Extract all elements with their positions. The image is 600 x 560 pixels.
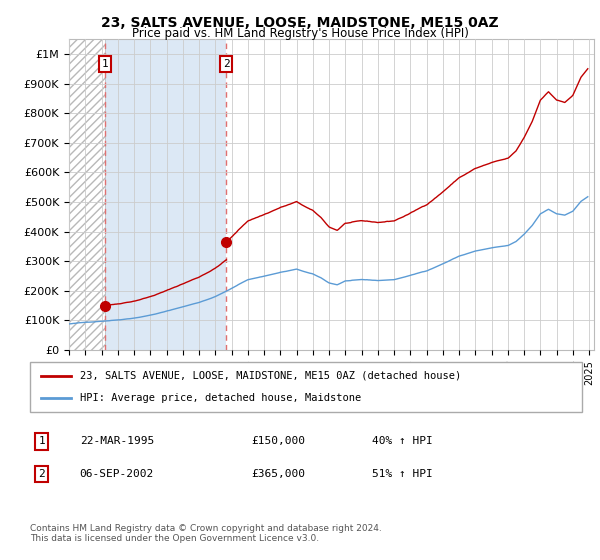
Text: 2: 2: [38, 469, 45, 479]
Text: 51% ↑ HPI: 51% ↑ HPI: [372, 469, 433, 479]
Text: £150,000: £150,000: [251, 436, 305, 446]
Text: 06-SEP-2002: 06-SEP-2002: [80, 469, 154, 479]
Bar: [226, 39, 594, 350]
Bar: [105, 39, 226, 350]
Text: £365,000: £365,000: [251, 469, 305, 479]
Text: 40% ↑ HPI: 40% ↑ HPI: [372, 436, 433, 446]
Text: 23, SALTS AVENUE, LOOSE, MAIDSTONE, ME15 0AZ (detached house): 23, SALTS AVENUE, LOOSE, MAIDSTONE, ME15…: [80, 371, 461, 381]
Bar: [69, 39, 105, 350]
Text: HPI: Average price, detached house, Maidstone: HPI: Average price, detached house, Maid…: [80, 393, 361, 403]
Text: 1: 1: [102, 59, 109, 69]
Text: 2: 2: [223, 59, 230, 69]
Text: Price paid vs. HM Land Registry's House Price Index (HPI): Price paid vs. HM Land Registry's House …: [131, 27, 469, 40]
Text: 22-MAR-1995: 22-MAR-1995: [80, 436, 154, 446]
Bar: [69, 39, 105, 350]
Text: 1: 1: [38, 436, 45, 446]
Text: 23, SALTS AVENUE, LOOSE, MAIDSTONE, ME15 0AZ: 23, SALTS AVENUE, LOOSE, MAIDSTONE, ME15…: [101, 16, 499, 30]
Text: Contains HM Land Registry data © Crown copyright and database right 2024.
This d: Contains HM Land Registry data © Crown c…: [30, 524, 382, 543]
